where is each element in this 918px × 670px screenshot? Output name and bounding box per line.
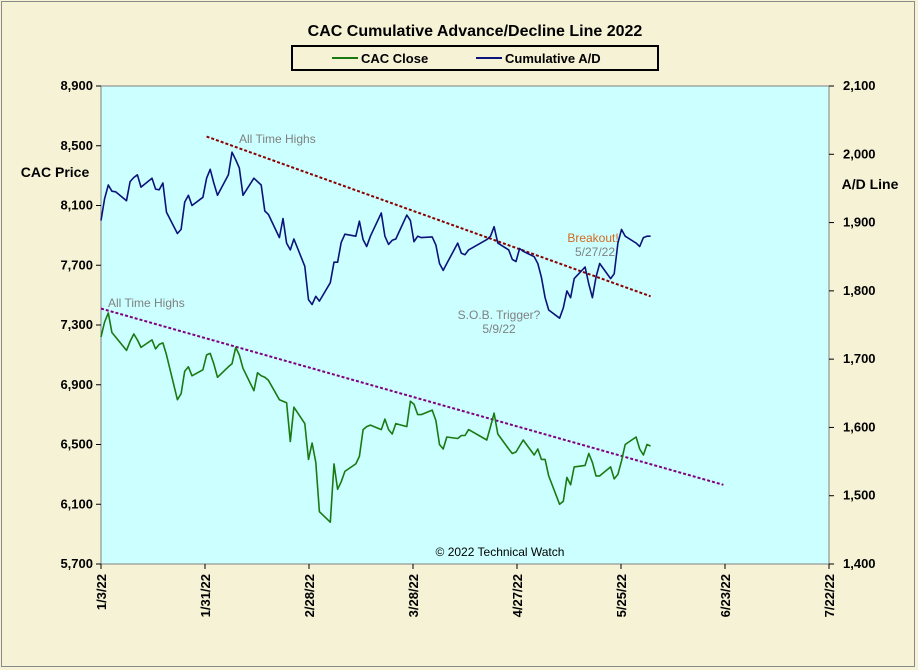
annotation-ath-ad: All Time Highs: [239, 132, 316, 146]
y-tick-label-right: 2,100: [843, 78, 876, 93]
y-tick-label-left: 6,500: [60, 437, 93, 452]
trendline-ad: [206, 135, 651, 298]
x-tick-label: 7/22/22: [822, 574, 837, 617]
x-tick-label: 1/31/22: [198, 574, 213, 617]
plot-area: [100, 85, 830, 565]
annotation-sob-date: 5/9/22: [482, 322, 516, 336]
trendline-cac: [100, 307, 724, 486]
y-tick-label-left: 8,900: [60, 78, 93, 93]
annotation-sob-trigger: S.O.B. Trigger?: [458, 308, 541, 322]
y-tick-label-right: 1,900: [843, 215, 876, 230]
y-axis-left: 5,700 6,100 6,500 6,900 7,300 7,700 8,100 8,500…: [60, 78, 101, 571]
y-tick-label-right: 1,700: [843, 351, 876, 366]
legend: CAC Close Cumulative A/D: [291, 45, 659, 71]
y-tick-label-left: 7,700: [60, 257, 93, 272]
annotations: All Time Highs All Time Highs Breakout! …: [108, 132, 619, 336]
y-tick-label-right: 2,000: [843, 146, 876, 161]
x-tick-label: 2/28/22: [302, 574, 317, 617]
y-axis-title-left: CAC Price: [21, 164, 90, 180]
x-tick-label: 5/25/22: [614, 574, 629, 617]
legend-label-cac: CAC Close: [361, 51, 428, 66]
y-tick-label-left: 6,100: [60, 496, 93, 511]
y-tick-label-left: 8,100: [60, 198, 93, 213]
y-tick-label-right: 1,800: [843, 283, 876, 298]
chart-title: CAC Cumulative Advance/Decline Line 2022: [308, 23, 643, 40]
y-tick-label-left: 6,900: [60, 377, 93, 392]
series-line-cumulative-ad: [100, 151, 651, 320]
y-tick-label-right: 1,400: [843, 556, 876, 571]
x-tick-label: 3/28/22: [406, 574, 421, 617]
annotation-breakout: Breakout!: [567, 231, 618, 245]
trendlines: [100, 135, 724, 486]
annotation-ath-cac: All Time Highs: [108, 296, 185, 310]
annotation-breakout-date: 5/27/22: [575, 245, 615, 259]
y-tick-label-left: 7,300: [60, 317, 93, 332]
x-axis: 1/3/22 1/31/22 2/28/22 3/28/22 4/27/22 5/25/2…: [94, 564, 837, 617]
legend-label-ad: Cumulative A/D: [505, 51, 601, 66]
x-tick-label: 1/3/22: [94, 574, 109, 610]
y-tick-label-right: 1,500: [843, 488, 876, 503]
copyright-text: © 2022 Technical Watch: [436, 545, 565, 559]
y-tick-label-left: 8,500: [60, 138, 93, 153]
y-tick-label-left: 5,700: [60, 556, 93, 571]
x-tick-label: 4/27/22: [510, 574, 525, 617]
series: [100, 151, 651, 524]
x-tick-label: 6/23/22: [718, 574, 733, 617]
y-axis-right: 1,400 1,500 1,600 1,700 1,800 1,900 2,000 2,100: [829, 78, 876, 571]
series-line-cac-close: [100, 312, 651, 524]
y-tick-label-right: 1,600: [843, 419, 876, 434]
y-axis-title-right: A/D Line: [842, 176, 899, 192]
